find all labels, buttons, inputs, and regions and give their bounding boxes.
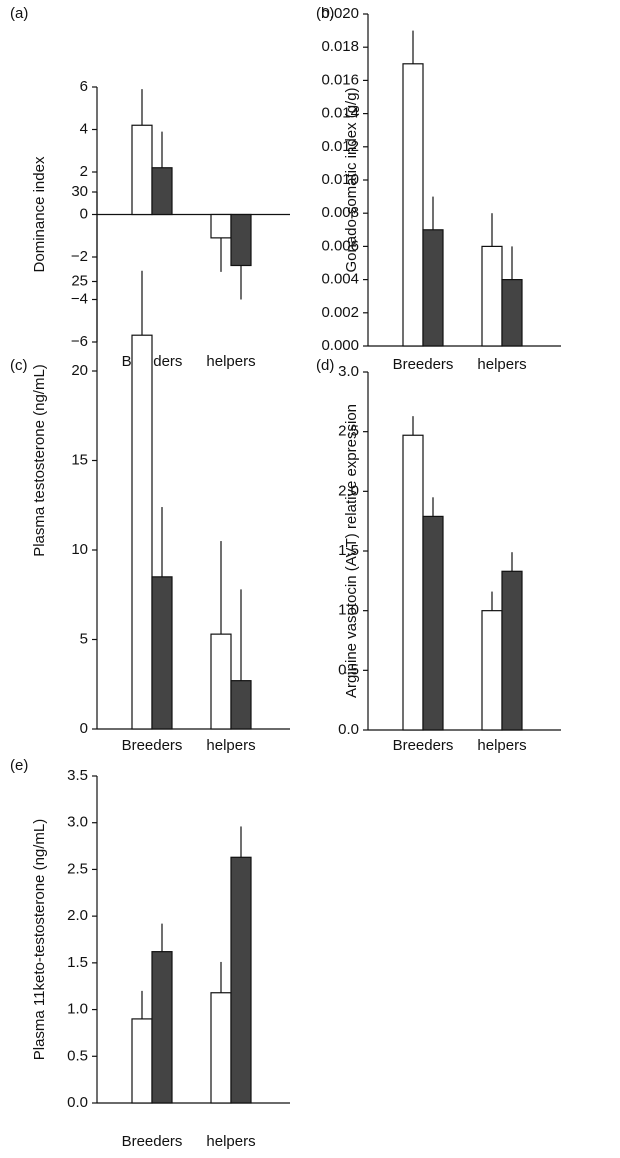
y-tick-label: 0.006 (321, 237, 359, 254)
y-tick-label: 3.0 (338, 363, 359, 380)
bar (151, 951, 173, 1104)
bar (481, 610, 503, 731)
y-tick-label: 0 (80, 720, 88, 737)
y-tick-label: 3.0 (67, 814, 88, 831)
bar (230, 213, 252, 267)
panel-label: (d) (316, 357, 334, 374)
x-tick-label: helpers (477, 356, 526, 373)
bar (402, 63, 424, 347)
y-tick-label: 0.018 (321, 38, 359, 55)
x-tick-label: helpers (206, 737, 255, 754)
bar (481, 245, 503, 347)
y-tick-label: −2 (71, 248, 88, 265)
y-tick-label: 0.002 (321, 304, 359, 321)
y-tick-label: −4 (71, 290, 88, 307)
x-tick-label: Breeders (393, 737, 454, 754)
bar (501, 570, 523, 731)
bar (210, 633, 232, 730)
y-tick-label: 1.0 (338, 602, 359, 619)
panel-label: (a) (10, 5, 28, 22)
bar (501, 279, 523, 347)
x-tick-label: helpers (206, 353, 255, 370)
y-tick-label: 2.0 (338, 482, 359, 499)
panel-label: (b) (316, 5, 334, 22)
y-tick-label: 1.0 (67, 1001, 88, 1018)
y-tick-label: 15 (71, 451, 88, 468)
y-tick-label: 2.0 (67, 907, 88, 924)
y-tick-label: 1.5 (67, 954, 88, 971)
y-axis-label: Plasma 11keto-testosterone (ng/mL) (31, 819, 48, 1061)
y-tick-label: 30 (71, 183, 88, 200)
bar (131, 334, 153, 730)
x-tick-label: Breeders (122, 737, 183, 754)
y-axis-label: Arginine vasotocin (AVT) relative expres… (343, 404, 360, 698)
y-tick-label: 1.5 (338, 542, 359, 559)
y-tick-label: 0.0 (67, 1094, 88, 1111)
y-tick-label: 20 (71, 362, 88, 379)
y-tick-label: 0.5 (338, 661, 359, 678)
y-axis-label: Plasma testosterone (ng/mL) (31, 364, 48, 557)
bar (151, 576, 173, 730)
y-tick-label: 25 (71, 272, 88, 289)
y-tick-label: 0.008 (321, 204, 359, 221)
y-tick-label: 4 (80, 120, 88, 137)
y-tick-label: 0.020 (321, 5, 359, 22)
y-axis-label: Gonado-somatic index (g/g) (343, 87, 360, 272)
panel-label: (e) (10, 757, 28, 774)
bar (131, 1018, 153, 1104)
y-tick-label: 0.000 (321, 337, 359, 354)
y-tick-label: 3.5 (67, 767, 88, 784)
bar (230, 856, 252, 1104)
bar (210, 992, 232, 1104)
y-tick-label: 0.016 (321, 71, 359, 88)
y-tick-label: 0.004 (321, 271, 359, 288)
y-tick-label: −6 (71, 333, 88, 350)
y-tick-label: 6 (80, 78, 88, 95)
y-tick-label: 2.5 (338, 423, 359, 440)
y-tick-label: 2 (80, 163, 88, 180)
y-axis-label: Dominance index (31, 156, 48, 272)
y-tick-label: 10 (71, 541, 88, 558)
bar (422, 229, 444, 347)
y-tick-label: 0.012 (321, 138, 359, 155)
bar (210, 213, 232, 239)
y-tick-label: 5 (80, 630, 88, 647)
bar (402, 434, 424, 731)
y-tick-label: 0.014 (321, 105, 359, 122)
y-tick-label: 0.5 (67, 1047, 88, 1064)
panel-label: (c) (10, 357, 28, 374)
y-tick-label: 0.010 (321, 171, 359, 188)
y-tick-label: 0 (80, 205, 88, 222)
bar (422, 515, 444, 731)
bar (131, 124, 153, 216)
x-tick-label: Breeders (393, 356, 454, 373)
bar (151, 167, 173, 216)
y-tick-label: 0.0 (338, 721, 359, 738)
x-tick-label: Breeders (122, 1133, 183, 1150)
x-tick-label: helpers (206, 1133, 255, 1150)
y-tick-label: 2.5 (67, 860, 88, 877)
bar (230, 680, 252, 730)
x-tick-label: helpers (477, 737, 526, 754)
